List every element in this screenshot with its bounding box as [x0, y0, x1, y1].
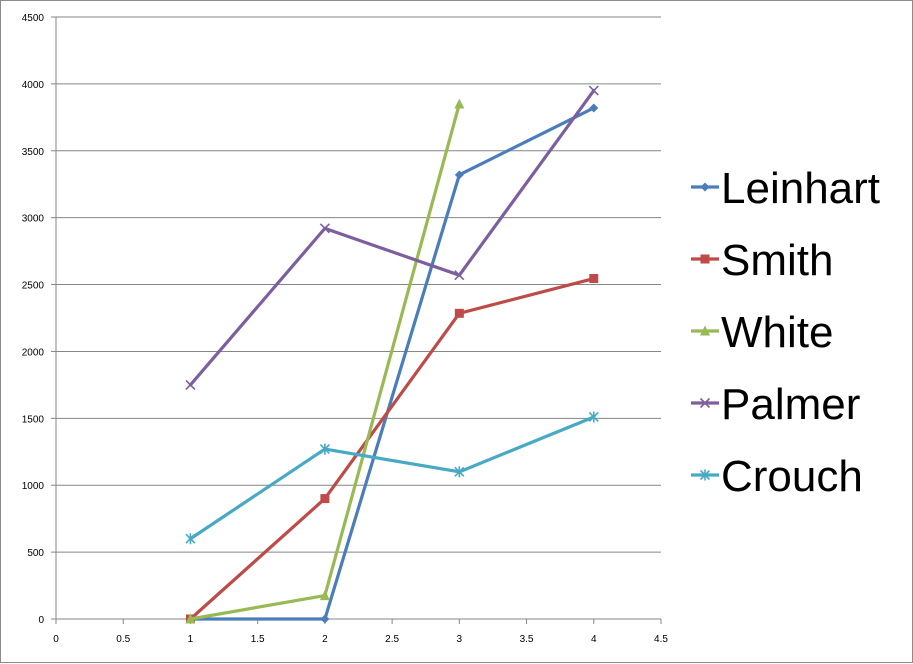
data-point [319, 223, 330, 234]
data-point [185, 613, 196, 624]
legend-entry-palmer: Palmer [691, 380, 860, 429]
data-point [588, 411, 599, 423]
data-point [320, 494, 330, 504]
x-tick-label: 1.5 [251, 634, 265, 645]
data-point [454, 98, 465, 109]
y-tick-label: 3000 [22, 214, 45, 225]
legend: Leinhart Smith White Palmer Crouch [691, 164, 880, 501]
series-white [185, 98, 465, 624]
x-tick-label: 4.5 [654, 634, 668, 645]
data-point [185, 379, 196, 390]
y-tick-label: 1500 [22, 414, 45, 425]
legend-marker [700, 325, 710, 336]
series-line [188, 415, 596, 541]
y-tick-label: 1000 [22, 481, 45, 492]
series-leinhart [185, 103, 599, 624]
data-point [319, 443, 330, 455]
y-tick-label: 2500 [22, 281, 45, 292]
data-point [454, 308, 464, 318]
legend-marker [699, 469, 711, 481]
data-point [454, 170, 464, 180]
legend-label: Crouch [721, 452, 863, 501]
y-tick-label: 0 [38, 615, 44, 626]
x-tick-label: 3.5 [520, 634, 534, 645]
data-point [185, 533, 196, 545]
legend-entry-smith: Smith [691, 236, 833, 285]
legend-entry-white: White [691, 308, 833, 357]
y-tick-label: 4000 [22, 80, 45, 91]
series-palmer [185, 85, 599, 390]
legend-label: White [721, 308, 833, 357]
legend-label: Palmer [721, 380, 860, 429]
y-tick-label: 500 [27, 548, 44, 559]
data-point [589, 103, 599, 113]
series-line [188, 276, 596, 621]
series-line [188, 88, 596, 387]
series-lines [185, 85, 599, 624]
legend-entry-leinhart: Leinhart [691, 164, 880, 213]
data-point [320, 614, 330, 624]
legend-marker [699, 397, 711, 409]
series-line [188, 102, 461, 621]
data-point [454, 270, 465, 281]
x-tick-label: 4 [591, 634, 597, 645]
y-tick-label: 2000 [22, 347, 45, 358]
series-crouch [185, 411, 599, 545]
legend-marker [700, 182, 710, 192]
legend-label: Smith [721, 236, 833, 285]
y-tick-label: 4500 [22, 13, 45, 24]
legend-label: Leinhart [721, 164, 880, 213]
series-smith [185, 274, 599, 624]
x-tick-label: 0.5 [116, 634, 130, 645]
data-point [454, 466, 465, 478]
series-line [188, 106, 596, 621]
x-tick-label: 1 [188, 634, 194, 645]
x-tick-label: 0 [53, 634, 59, 645]
data-point [319, 590, 330, 601]
y-tick-label: 3500 [22, 147, 45, 158]
data-point [588, 85, 599, 96]
legend-entry-crouch: Crouch [691, 452, 863, 501]
x-tick-label: 2.5 [385, 634, 399, 645]
gridlines [56, 16, 661, 553]
axes: 0 500 1000 1500 2000 2500 3000 3500 4000 4500 0 0.5… [22, 13, 669, 645]
x-tick-label: 3 [457, 634, 463, 645]
legend-marker [700, 254, 710, 264]
x-tick-label: 2 [322, 634, 328, 645]
data-point [589, 274, 599, 284]
